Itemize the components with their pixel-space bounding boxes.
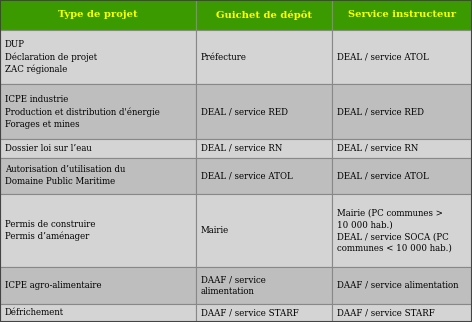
Text: Préfecture: Préfecture xyxy=(201,52,246,62)
Bar xyxy=(332,194,472,267)
Bar xyxy=(196,84,332,139)
Text: Dossier loi sur l’eau: Dossier loi sur l’eau xyxy=(5,144,92,153)
Bar xyxy=(0,139,196,157)
Bar xyxy=(0,267,196,304)
Text: DEAL / service ATOL: DEAL / service ATOL xyxy=(337,171,428,180)
Text: DAAF / service alimentation: DAAF / service alimentation xyxy=(337,281,458,290)
Bar xyxy=(332,30,472,84)
Text: DUP
Déclaration de projet
ZAC régionale: DUP Déclaration de projet ZAC régionale xyxy=(5,40,97,74)
Text: Guichet de dépôt: Guichet de dépôt xyxy=(216,10,312,20)
Text: DAAF / service STARF: DAAF / service STARF xyxy=(201,308,298,317)
Bar xyxy=(0,30,196,84)
Text: DEAL / service RN: DEAL / service RN xyxy=(337,144,418,153)
Text: DEAL / service ATOL: DEAL / service ATOL xyxy=(201,171,292,180)
Bar xyxy=(332,304,472,322)
Text: Autorisation d’utilisation du
Domaine Public Maritime: Autorisation d’utilisation du Domaine Pu… xyxy=(5,166,125,186)
Text: Défrichement: Défrichement xyxy=(5,308,64,317)
Text: DEAL / service ATOL: DEAL / service ATOL xyxy=(337,52,428,62)
Bar xyxy=(196,194,332,267)
Text: DAAF / service
alimentation: DAAF / service alimentation xyxy=(201,275,265,296)
Bar xyxy=(0,194,196,267)
Text: Type de projet: Type de projet xyxy=(58,10,138,19)
Bar xyxy=(332,84,472,139)
Bar xyxy=(0,0,196,30)
Text: ICPE industrie
Production et distribution d'énergie
Forages et mines: ICPE industrie Production et distributio… xyxy=(5,95,160,128)
Bar xyxy=(196,0,332,30)
Bar xyxy=(196,30,332,84)
Bar xyxy=(332,0,472,30)
Text: DEAL / service RED: DEAL / service RED xyxy=(201,107,287,116)
Text: DAAF / service STARF: DAAF / service STARF xyxy=(337,308,434,317)
Bar xyxy=(196,139,332,157)
Bar xyxy=(196,157,332,194)
Text: Service instructeur: Service instructeur xyxy=(348,10,456,19)
Text: Mairie (PC communes >
10 000 hab.)
DEAL / service SOCA (PC
communes < 10 000 hab: Mairie (PC communes > 10 000 hab.) DEAL … xyxy=(337,208,451,253)
Bar xyxy=(332,139,472,157)
Bar xyxy=(332,267,472,304)
Text: DEAL / service RN: DEAL / service RN xyxy=(201,144,282,153)
Text: DEAL / service RED: DEAL / service RED xyxy=(337,107,423,116)
Text: ICPE agro-alimentaire: ICPE agro-alimentaire xyxy=(5,281,101,290)
Bar xyxy=(332,157,472,194)
Bar xyxy=(196,267,332,304)
Bar xyxy=(0,157,196,194)
Text: Mairie: Mairie xyxy=(201,226,229,235)
Text: Permis de construire
Permis d’aménager: Permis de construire Permis d’aménager xyxy=(5,220,95,242)
Bar xyxy=(0,304,196,322)
Bar xyxy=(0,84,196,139)
Bar xyxy=(196,304,332,322)
